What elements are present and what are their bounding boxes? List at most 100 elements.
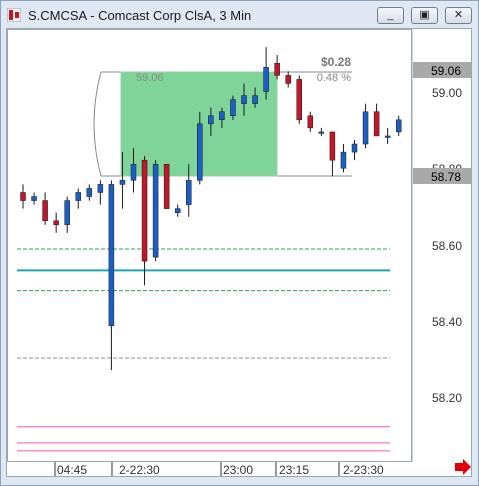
candle [329,131,336,177]
price-marker-lower-bg [413,168,471,184]
candle [395,115,402,136]
candle-body-up [152,163,159,258]
candle-body-down [53,220,59,226]
minimize-button[interactable]: _ [377,7,404,24]
candle [174,204,181,217]
price-marker-upper: 59.06 [431,64,461,78]
measure-change: $0.28 [321,55,351,69]
candle [274,55,280,80]
candle [197,111,203,185]
candle-body-up [230,99,236,117]
candle-body-up [197,123,203,181]
candle [219,107,225,128]
close-button[interactable]: ✕ [445,7,472,24]
time-axis-bg [7,462,412,476]
candle-body-up [119,180,126,185]
candle-body-up [362,111,369,145]
candle-body-down [274,63,280,76]
candle [340,144,347,173]
candle [384,127,391,145]
indicator-lines [17,248,390,452]
time-tick: 2-22:30 [119,463,160,476]
candle-body-down [285,75,291,84]
candle [318,127,325,136]
candle-body-up [241,95,247,104]
time-tick: 23:00 [223,463,253,476]
restore-button[interactable]: ▣ [411,7,438,24]
scroll-right-arrow-icon[interactable] [455,459,471,475]
chart-area[interactable]: 59.06 $0.28 0.48 % 59.00 58.80 58.60 58.… [6,28,472,477]
candle-body-down [329,131,336,161]
candle-body-up [97,184,104,193]
price-tick: 59.00 [432,86,462,100]
candle-body-down [296,79,302,121]
time-tick: 23:15 [279,463,309,476]
candle [186,164,192,217]
candle-body-up [340,151,347,169]
candle-body-down [20,192,26,201]
candle-body-down [141,159,148,262]
measure-bracket [93,71,123,177]
close-icon: ✕ [453,9,464,21]
candle [20,184,26,209]
price-marker-upper-bg [413,62,471,78]
price-axis: 59.00 58.80 58.60 58.40 58.20 59.06 58.7… [413,62,471,405]
candle [86,184,93,201]
candle [42,192,48,225]
candle [108,180,115,371]
window-title: S.CMCSA - Comcast Corp ClsA, 3 Min [28,8,252,23]
candle [53,212,59,233]
candle-body-up [186,180,192,205]
minimize-icon: _ [387,9,394,21]
candle-body-up [219,111,225,121]
candle-body-up [263,67,269,92]
candle-body-up [252,95,258,104]
measure-change-pct: 0.48 % [317,72,351,84]
candle-body-up [108,184,115,326]
candle [75,188,81,209]
price-marker-lower: 58.78 [431,170,461,184]
candle-body-up [31,196,37,201]
candle-body-up [384,135,391,138]
candle [163,163,170,209]
candle-body-up [64,200,70,226]
candle [230,95,236,120]
candle [373,103,380,137]
candle-body-down [42,200,48,222]
candle [252,87,258,108]
candle-body-up [130,163,137,181]
time-tick: 04:45 [57,463,87,476]
price-chart[interactable]: 59.06 $0.28 0.48 % 59.00 58.80 58.60 58.… [7,29,471,476]
candle [241,83,247,116]
candle [141,156,148,286]
title-bar[interactable]: S.CMCSA - Comcast Corp ClsA, 3 Min _ ▣ ✕ [1,1,478,29]
candle-body-up [318,131,325,134]
restore-icon: ▣ [419,9,430,21]
candle-body-down [163,163,170,209]
candle [64,196,70,233]
candle [31,192,37,205]
candle-body-up [75,192,81,201]
candle [208,107,214,136]
candle [285,71,291,88]
time-axis: 04:45 2-22:30 23:00 23:15 2-23:30 [7,462,412,476]
candle-body-up [351,143,358,153]
candles [20,47,402,371]
time-tick: 2-23:30 [343,463,384,476]
candle [263,47,269,100]
price-tick: 58.60 [432,239,462,253]
candle-body-up [208,115,214,125]
candle-body-down [373,111,380,137]
price-tick: 58.40 [432,315,462,329]
candle-body-up [86,188,93,197]
candle [97,180,104,205]
candle [119,152,126,209]
candle-body-up [174,208,181,213]
candle-body-up [395,119,402,133]
app-icon [7,8,21,22]
candle [351,139,358,161]
candle-body-down [307,115,314,129]
measure-start-price: 59.06 [136,72,164,84]
candle [152,160,159,262]
candle [362,103,369,149]
